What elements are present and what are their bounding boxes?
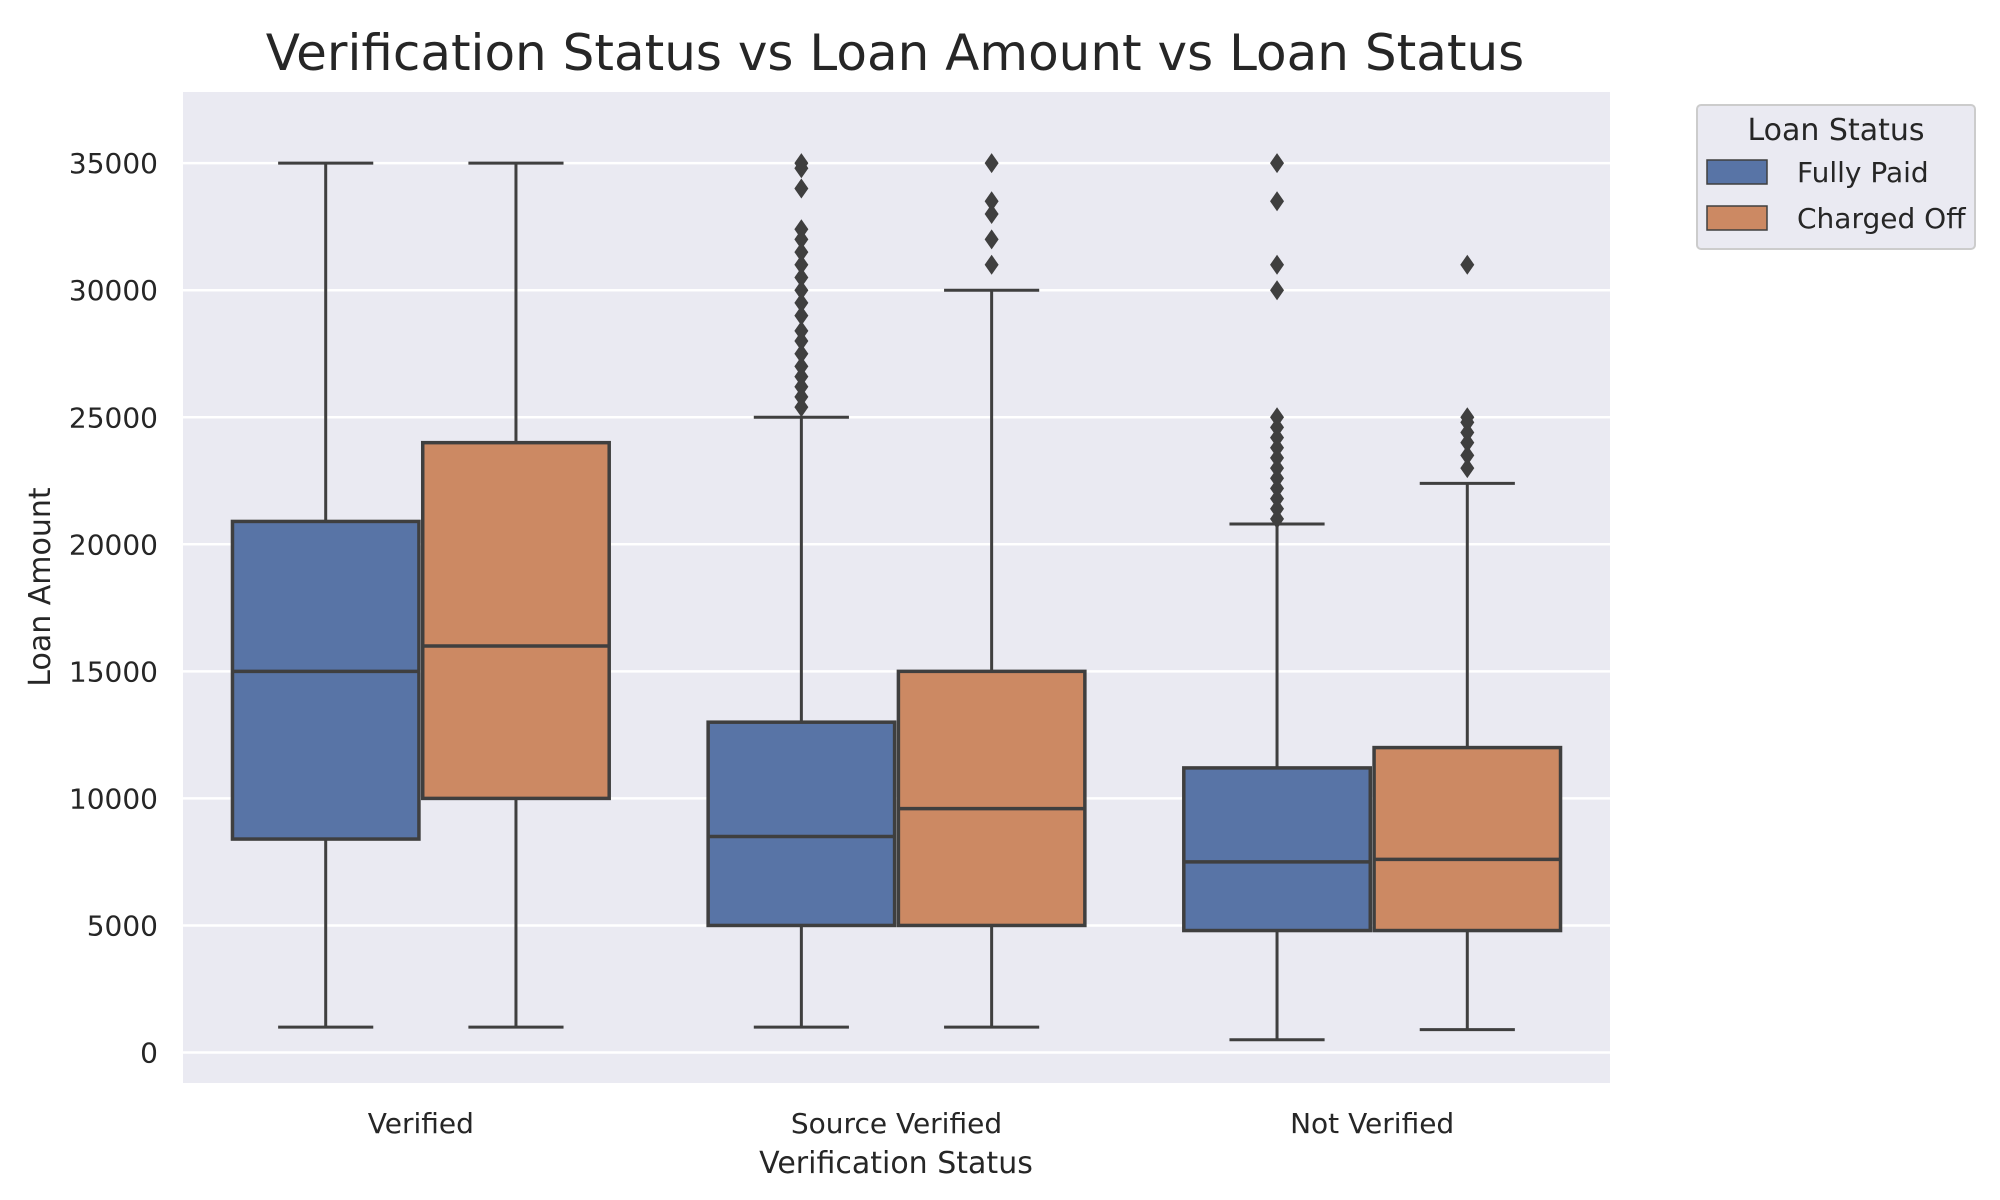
outlier [1270, 191, 1285, 212]
box-plots [230, 153, 1563, 1042]
outlier [794, 254, 809, 275]
outlier [1270, 468, 1285, 489]
outlier [1270, 488, 1285, 509]
outlier [1270, 280, 1285, 301]
legend-swatch-charged-off [1706, 205, 1768, 231]
grid [183, 161, 1610, 1054]
y-tick-35000: 35000 [69, 147, 158, 180]
y-axis-label: Loan Amount [23, 487, 58, 687]
outlier [984, 191, 999, 212]
outlier [794, 267, 809, 288]
outlier [984, 254, 999, 275]
outlier [984, 153, 999, 174]
chart-title: Verification Status vs Loan Amount vs Lo… [266, 24, 1524, 82]
outlier [794, 397, 809, 418]
y-tick-30000: 30000 [69, 274, 158, 307]
outlier [794, 386, 809, 407]
iqr-box [896, 669, 1087, 928]
outlier [1460, 432, 1475, 453]
box-verified-charged-off [420, 161, 611, 1029]
outlier [1460, 458, 1475, 479]
y-tick-5000: 5000 [87, 909, 158, 942]
iqr-box [706, 720, 897, 928]
outlier [794, 178, 809, 199]
y-axis: 0 5000 10000 15000 20000 25000 30000 35000 [69, 147, 158, 1069]
plot-area [183, 92, 1610, 1083]
outlier [1460, 445, 1475, 466]
outlier [1270, 447, 1285, 468]
outlier [794, 292, 809, 313]
box-not-verified-fully-paid [1182, 153, 1373, 1042]
outlier [794, 320, 809, 341]
outlier [794, 153, 809, 174]
outlier [794, 242, 809, 263]
outlier [1270, 427, 1285, 448]
outlier [794, 343, 809, 364]
outlier [1270, 417, 1285, 438]
box-not-verified-charged-off [1372, 254, 1563, 1032]
y-tick-25000: 25000 [69, 401, 158, 434]
legend-label-fully-paid: Fully Paid [1797, 156, 1929, 189]
outlier [1270, 478, 1285, 499]
box-source-verified-fully-paid [706, 153, 897, 1029]
outlier [794, 366, 809, 387]
iqr-box [230, 519, 421, 841]
outlier [1270, 498, 1285, 519]
outlier [984, 203, 999, 224]
x-tick-verified: Verified [368, 1107, 474, 1140]
box-source-verified-charged-off [896, 153, 1087, 1029]
outlier [794, 376, 809, 397]
outlier [794, 219, 809, 240]
outlier [984, 229, 999, 250]
x-tick-not-verified: Not Verified [1290, 1107, 1454, 1140]
legend-title: Loan Status [1747, 113, 1924, 148]
outlier [794, 356, 809, 377]
legend-swatch-fully-paid [1706, 159, 1768, 185]
outlier [1460, 422, 1475, 443]
outlier [794, 229, 809, 250]
outlier [1270, 508, 1285, 529]
iqr-box [420, 440, 611, 801]
legend-label-charged-off: Charged Off [1797, 202, 1966, 235]
outlier [1270, 437, 1285, 458]
outlier [1460, 254, 1475, 275]
x-axis: Verified Source Verified Not Verified [368, 1107, 1454, 1140]
outlier [794, 331, 809, 352]
outlier [1270, 254, 1285, 275]
outlier [1270, 458, 1285, 479]
outlier [794, 280, 809, 301]
y-tick-20000: 20000 [69, 528, 158, 561]
y-tick-10000: 10000 [69, 782, 158, 815]
outlier [1270, 407, 1285, 428]
y-tick-15000: 15000 [69, 655, 158, 688]
x-axis-label: Verification Status [759, 1146, 1033, 1181]
box-verified-fully-paid [230, 161, 421, 1029]
x-tick-source-verified: Source Verified [791, 1107, 1002, 1140]
iqr-box [1182, 766, 1373, 933]
outlier [794, 305, 809, 326]
legend: Loan Status Fully Paid Charged Off [1696, 104, 1976, 250]
iqr-box [1372, 745, 1563, 933]
y-tick-0: 0 [140, 1037, 158, 1070]
outlier [1460, 407, 1475, 428]
outlier [1270, 153, 1285, 174]
